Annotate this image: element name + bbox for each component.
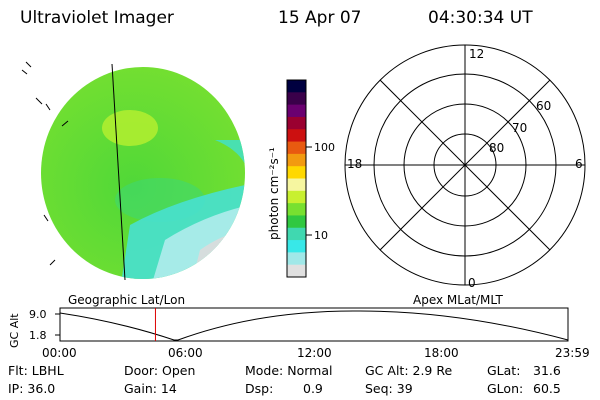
time-label: 04:30:34 UT: [428, 8, 533, 28]
instrument-title: Ultraviolet Imager: [20, 8, 174, 28]
colorbar-segment: [287, 104, 306, 118]
filter-readout: Flt: LBHL: [8, 363, 64, 378]
colorbar-unit-label: photon cm⁻²s⁻¹: [267, 147, 281, 240]
altitude-curve: [59, 310, 569, 341]
date-label: 15 Apr 07: [278, 8, 362, 28]
x-tick-0000: 00:00: [42, 346, 77, 360]
limb-ticks: [21, 61, 69, 266]
dsp-value: 0.9: [303, 381, 323, 396]
colorbar-segment: [287, 178, 306, 192]
mode-readout: Mode: Normal: [245, 363, 333, 378]
colorbar-segment: [287, 203, 306, 216]
timeline-left-label: Geographic Lat/Lon: [68, 293, 186, 307]
timeline-right-label: Apex MLat/MLT: [413, 293, 503, 307]
colorbar-segment: [287, 264, 306, 278]
colorbar-segment: [287, 141, 306, 155]
mlt-label-18: 18: [347, 157, 362, 171]
colorbar-segment: [287, 92, 306, 106]
timeline-frame: [59, 307, 569, 342]
mlat-label-80: 80: [489, 141, 504, 155]
colorbar-segment: [287, 215, 306, 229]
mlat-label-70: 70: [512, 121, 527, 135]
ip-readout: IP: 36.0: [8, 381, 56, 396]
gain-readout: Gain: 14: [124, 381, 177, 396]
colorbar-tick-10: 10: [314, 229, 328, 242]
mlat-label-60: 60: [536, 99, 551, 113]
meridian-line: [111, 63, 126, 281]
colorbar-segment: [287, 190, 306, 204]
y-tick-1_8: 1.8: [29, 329, 47, 342]
colorbar-segment: [287, 153, 306, 167]
colorbar-segment: [287, 227, 306, 241]
door-readout: Door: Open: [124, 363, 196, 378]
mlt-label-0: 0: [468, 276, 476, 290]
glon-value: 60.5: [533, 381, 561, 396]
x-tick-2359: 23:59: [555, 346, 590, 360]
seq-readout: Seq: 39: [365, 381, 413, 396]
dsp-label: Dsp:: [245, 381, 274, 396]
x-tick-1800: 18:00: [424, 346, 459, 360]
colorbar-segment: [287, 129, 306, 143]
glat-value: 31.6: [533, 363, 561, 378]
gc-alt-readout: GC Alt: 2.9 Re: [365, 363, 453, 378]
x-tick-1200: 12:00: [297, 346, 332, 360]
colorbar-segment: [287, 166, 306, 179]
y-axis-label: GC Alt: [8, 313, 21, 348]
mlt-label-6: 6: [575, 157, 583, 171]
x-tick-0600: 06:00: [168, 346, 203, 360]
colorbar-segment: [287, 252, 306, 266]
glat-label: GLat:: [487, 363, 521, 378]
mlt-label-12: 12: [469, 47, 484, 61]
colorbar-segment: [287, 80, 306, 93]
y-tick-9: 9.0: [29, 308, 47, 321]
colorbar-strip: [287, 80, 306, 278]
colorbar-segment: [287, 240, 306, 253]
colorbar-segment: [287, 116, 306, 130]
glon-label: GLon:: [487, 381, 524, 396]
colorbar-tick-100: 100: [314, 141, 335, 154]
